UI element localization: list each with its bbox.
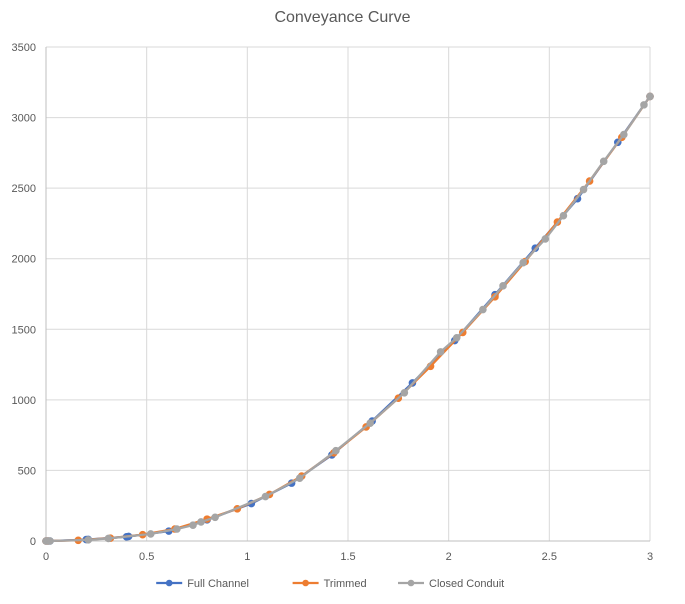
data-point-closed-conduit	[640, 101, 648, 109]
data-point-closed-conduit	[211, 513, 219, 522]
x-tick-label: 0.5	[139, 551, 154, 563]
data-point-closed-conduit	[436, 348, 445, 356]
data-point-closed-conduit	[197, 518, 205, 526]
legend-marker-full-channel	[165, 579, 173, 587]
data-point-closed-conduit	[295, 474, 304, 482]
data-point-closed-conduit	[579, 185, 588, 194]
data-point-closed-conduit	[261, 492, 270, 501]
chart-title: Conveyance Curve	[274, 9, 411, 26]
y-tick-label: 0	[30, 536, 36, 548]
legend-label-closed-conduit: Closed Conduit	[429, 578, 504, 590]
y-tick-label: 3000	[12, 113, 36, 125]
data-point-closed-conduit	[559, 211, 568, 220]
data-point-closed-conduit	[366, 419, 374, 427]
legend-label-full-channel: Full Channel	[187, 578, 249, 590]
data-point-closed-conduit	[620, 130, 628, 139]
data-point-closed-conduit	[499, 282, 507, 290]
y-tick-label: 1000	[12, 395, 36, 407]
data-point-closed-conduit	[452, 333, 461, 342]
y-tick-label: 3500	[12, 42, 36, 54]
x-tick-label: 2.5	[542, 551, 557, 563]
data-point-closed-conduit	[400, 389, 409, 397]
data-point-closed-conduit	[479, 305, 487, 314]
legend-marker-closed-conduit	[407, 579, 415, 587]
data-point-closed-conduit	[146, 530, 155, 538]
y-tick-label: 2500	[12, 183, 36, 195]
data-point-closed-conduit	[189, 521, 197, 529]
x-tick-label: 3	[647, 551, 653, 563]
x-tick-label: 0	[43, 551, 49, 563]
y-tick-label: 1500	[12, 324, 36, 336]
x-tick-label: 1.5	[340, 551, 355, 563]
data-point-closed-conduit	[541, 235, 550, 243]
data-point-closed-conduit	[84, 536, 93, 544]
data-point-closed-conduit	[332, 446, 340, 455]
data-point-closed-conduit	[519, 258, 527, 267]
data-point-closed-conduit	[46, 537, 54, 545]
data-point-closed-conduit	[646, 92, 654, 101]
y-tick-label: 500	[18, 465, 36, 477]
data-point-closed-conduit	[599, 157, 608, 166]
y-tick-label: 2000	[12, 254, 36, 266]
data-point-closed-conduit	[104, 534, 113, 543]
legend-marker-trimmed	[302, 579, 309, 587]
data-point-closed-conduit	[173, 525, 181, 533]
legend-label-trimmed: Trimmed	[324, 578, 367, 590]
x-tick-label: 2	[446, 551, 452, 563]
x-tick-label: 1	[244, 551, 250, 563]
